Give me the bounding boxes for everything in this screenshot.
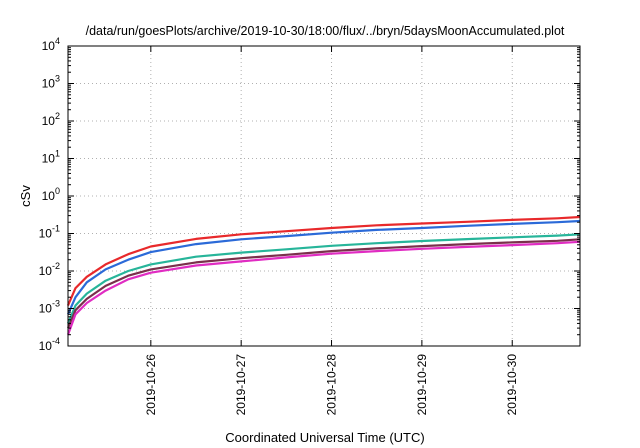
series-line-4 <box>66 238 581 329</box>
y-tick-label: 103 <box>42 74 60 91</box>
ticks: 10-4 10-3 10-2 10-1 100 101 102 103 104 2019-10-2… <box>39 36 580 415</box>
grid <box>68 46 580 346</box>
y-tick-label: 102 <box>42 111 60 128</box>
series-line-5 <box>66 240 581 336</box>
chart-title: /data/run/goesPlots/archive/2019-10-30/1… <box>86 24 565 38</box>
series-line-2 <box>66 219 581 315</box>
y-tick-label: 100 <box>42 186 60 203</box>
y-tick-label: 10-4 <box>39 336 60 353</box>
x-tick-label: 2019-10-27 <box>234 354 248 416</box>
x-axis-label: Coordinated Universal Time (UTC) <box>225 430 424 445</box>
x-tick-label: 2019-10-26 <box>144 354 158 416</box>
y-tick-label: 104 <box>42 36 60 53</box>
y-axis-label: cSv <box>18 185 33 207</box>
x-tick-label: 2019-10-28 <box>325 354 339 416</box>
y-tick-label: 10-2 <box>39 261 60 278</box>
y-tick-label: 10-3 <box>39 299 60 316</box>
x-tick-label: 2019-10-29 <box>415 354 429 416</box>
y-tick-label: 10-1 <box>39 224 60 241</box>
series-line-3 <box>66 233 581 324</box>
x-tick-label: 2019-10-30 <box>505 354 519 416</box>
y-tick-label: 101 <box>42 149 60 166</box>
series-group <box>66 215 581 336</box>
series-line-1 <box>66 215 581 306</box>
